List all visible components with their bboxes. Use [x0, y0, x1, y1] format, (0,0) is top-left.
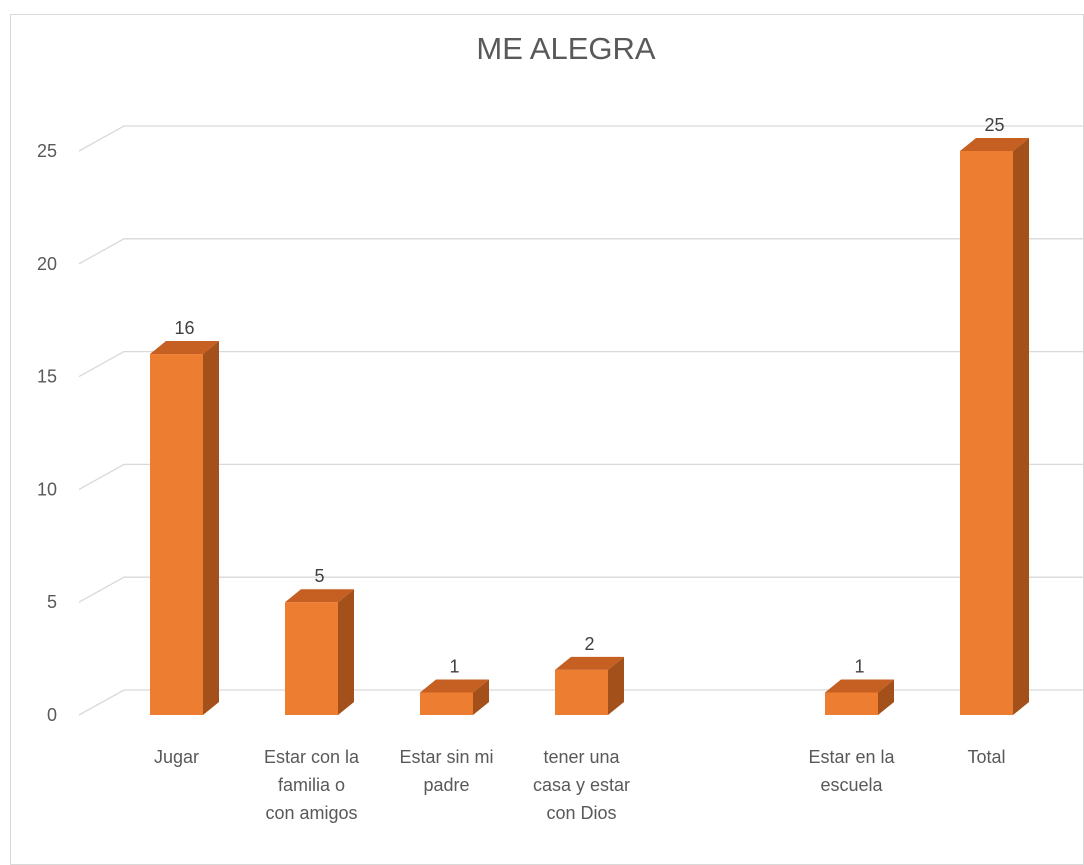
category-labels: Jugar Estar con la familia o con amigos Esta… [154, 747, 1006, 823]
y-tick-label: 15 [37, 367, 57, 387]
gridline [78, 125, 1083, 152]
gridline [78, 463, 1083, 490]
data-label: 1 [449, 656, 459, 676]
bar-front [960, 151, 1013, 715]
bar-top [960, 138, 1029, 151]
gridline [78, 350, 1083, 378]
category-label: Estar sin mi padre [399, 747, 493, 795]
bar-top [825, 679, 894, 693]
category-label: Estar en la escuela [808, 747, 895, 795]
data-label: 1 [854, 656, 864, 676]
gridline [78, 576, 1083, 603]
data-label: 25 [984, 115, 1004, 135]
bar-front [285, 602, 338, 715]
bar-side [473, 679, 489, 715]
bar [285, 589, 354, 715]
gridline [78, 689, 1083, 716]
bar-top [150, 341, 219, 355]
data-labels: 16 5 1 2 1 25 [174, 115, 1004, 676]
y-tick-label: 20 [37, 254, 57, 274]
bar [960, 138, 1029, 715]
data-label: 2 [584, 634, 594, 654]
bar-top [285, 589, 354, 603]
bar-front [150, 354, 203, 715]
gridlines [78, 125, 1083, 716]
category-label: Estar con la familia o con amigos [264, 747, 360, 823]
y-axis-ticks: 0 5 10 15 20 25 [37, 141, 57, 725]
bar-side [203, 341, 219, 715]
bar-front [420, 692, 473, 715]
bar-front [555, 669, 608, 715]
bar-front [825, 692, 878, 715]
bar-top [420, 679, 489, 693]
bar [825, 679, 894, 715]
y-tick-label: 10 [37, 479, 57, 499]
bars [150, 138, 1029, 715]
y-tick-label: 25 [37, 141, 57, 161]
bar-side [878, 679, 894, 715]
bar-top [555, 656, 624, 670]
category-label: Total [967, 747, 1005, 767]
bar-side [1013, 138, 1029, 715]
bar [555, 656, 624, 715]
data-label: 16 [174, 318, 194, 338]
category-label: Jugar [154, 747, 199, 767]
gridline [78, 238, 1083, 265]
bar-side [608, 656, 624, 715]
y-tick-label: 0 [47, 705, 57, 725]
bar [420, 679, 489, 715]
bar-side [338, 589, 354, 715]
y-tick-label: 5 [47, 592, 57, 612]
chart-title: ME ALEGRA [476, 31, 655, 66]
bar [150, 341, 219, 715]
category-label: tener una casa y estar con Dios [533, 747, 630, 823]
bar-chart: ME ALEGRA 0 5 10 15 20 25 16 5 1 2 1 25 Jugar Estar… [37, 31, 1083, 823]
chart-frame: ME ALEGRA 0 5 10 15 20 25 16 5 1 2 1 25 Jugar Estar… [10, 14, 1084, 865]
data-label: 5 [314, 566, 324, 586]
